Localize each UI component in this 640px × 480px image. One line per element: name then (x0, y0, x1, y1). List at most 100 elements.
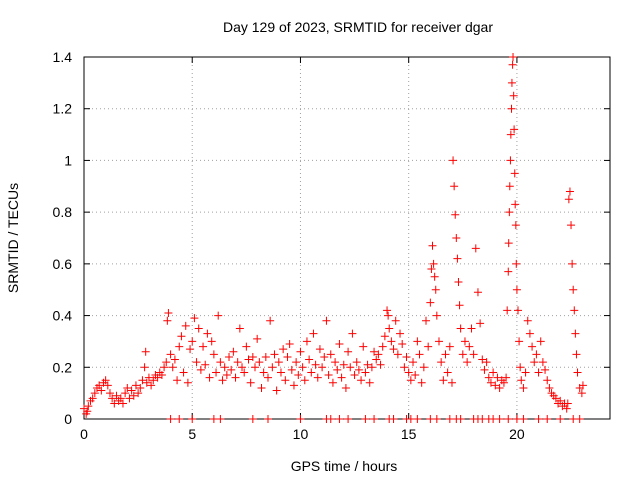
data-point (370, 347, 379, 356)
data-point (168, 363, 177, 372)
data-point (110, 399, 119, 408)
data-point (222, 371, 231, 380)
data-point (339, 360, 348, 369)
data-point (296, 347, 305, 356)
data-point (166, 415, 175, 423)
data-point (363, 360, 372, 369)
data-point (123, 383, 132, 392)
data-point (105, 389, 114, 398)
data-point (504, 267, 513, 276)
data-point (456, 415, 465, 423)
data-point (511, 221, 520, 230)
data-point (504, 415, 513, 423)
data-point (244, 355, 253, 364)
data-point (179, 368, 188, 377)
x-axis-label: GPS time / hours (291, 458, 398, 474)
data-point (564, 195, 573, 204)
data-point (567, 221, 576, 230)
data-point (426, 298, 435, 307)
data-point (507, 78, 516, 87)
data-point (257, 383, 266, 392)
data-point (201, 360, 210, 369)
data-point (431, 285, 440, 294)
data-point (510, 169, 519, 178)
data-point (225, 352, 234, 361)
data-point (125, 394, 134, 403)
data-point (398, 340, 407, 349)
data-point (570, 306, 579, 315)
data-point (162, 358, 171, 367)
y-tick-labels: 0 0.2 0.4 0.6 0.8 1 1.2 1.4 (53, 49, 73, 427)
data-point (157, 371, 166, 380)
data-point (361, 415, 370, 423)
data-point (97, 386, 106, 395)
data-point (463, 358, 472, 367)
data-point (186, 345, 195, 354)
data-point (311, 360, 320, 369)
data-point (136, 383, 145, 392)
data-point (534, 415, 543, 423)
data-point (305, 355, 314, 364)
data-point (396, 329, 405, 338)
data-point (525, 329, 534, 338)
data-point (183, 378, 192, 387)
data-point (341, 383, 350, 392)
data-point (460, 337, 469, 346)
data-point (571, 329, 580, 338)
data-point (510, 125, 519, 134)
data-point (88, 394, 97, 403)
data-point (346, 363, 355, 372)
data-points (80, 53, 587, 423)
data-point (103, 381, 112, 390)
data-point (131, 381, 140, 390)
data-point (142, 378, 151, 387)
data-point (569, 285, 578, 294)
data-point (432, 311, 441, 320)
data-point (514, 306, 523, 315)
data-point (538, 358, 547, 367)
data-point (209, 350, 218, 359)
data-point (556, 415, 565, 423)
data-point (507, 104, 516, 113)
data-point (118, 399, 127, 408)
data-point (563, 399, 572, 408)
data-point (121, 389, 130, 398)
data-point (300, 376, 309, 385)
data-point (270, 350, 279, 359)
data-point (344, 347, 353, 356)
data-point (326, 350, 335, 359)
data-point (432, 415, 441, 423)
data-point (266, 316, 275, 325)
data-point (337, 373, 346, 382)
data-point (519, 415, 528, 423)
data-point (357, 376, 366, 385)
data-point (192, 358, 201, 367)
data-point (478, 355, 487, 364)
data-point (129, 391, 138, 400)
data-point (240, 368, 249, 377)
data-point (220, 363, 229, 372)
data-point (144, 373, 153, 382)
data-point (263, 373, 272, 382)
data-point (372, 355, 381, 364)
data-point (409, 358, 418, 367)
data-point (519, 383, 528, 392)
data-point (199, 342, 208, 351)
data-point (328, 378, 337, 387)
data-point (188, 415, 197, 423)
x-tick-label: 10 (293, 426, 309, 442)
data-point (294, 371, 303, 380)
data-point (318, 363, 327, 372)
data-point (406, 376, 415, 385)
data-point (383, 306, 392, 315)
data-point (509, 91, 518, 100)
data-point (127, 386, 136, 395)
y-tick-label: 0 (64, 411, 72, 427)
data-point (361, 368, 370, 377)
data-point (480, 365, 489, 374)
data-point (166, 350, 175, 359)
data-point (532, 350, 541, 359)
data-point (545, 383, 554, 392)
data-point (140, 363, 149, 372)
data-point (108, 394, 117, 403)
